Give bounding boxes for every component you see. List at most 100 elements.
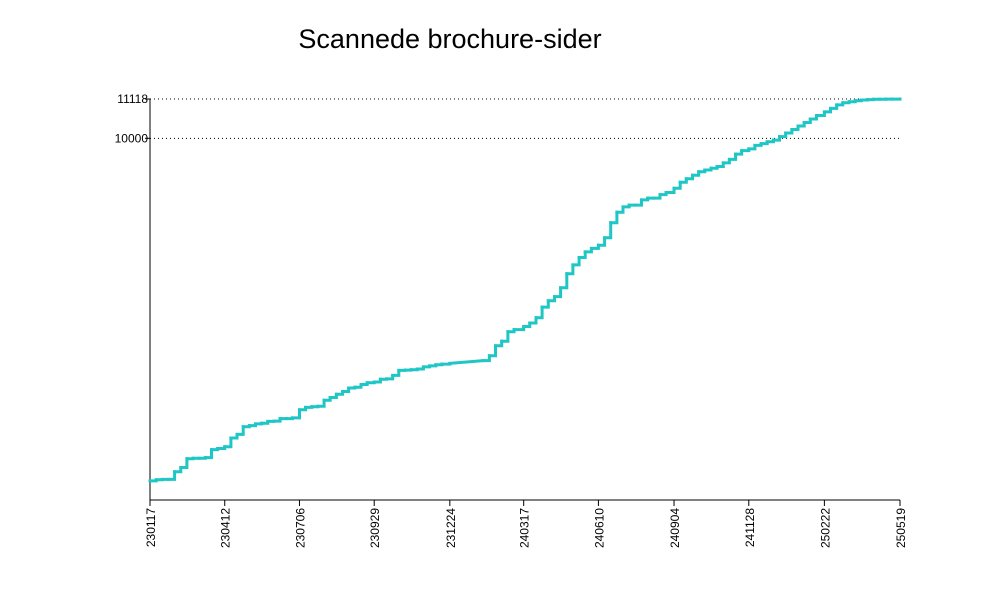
y-ticks: 11118 10000 <box>115 92 150 145</box>
data-point <box>347 386 351 390</box>
data-point <box>853 99 857 103</box>
data-point <box>359 383 363 386</box>
data-point <box>506 330 510 334</box>
data-point <box>440 362 444 366</box>
data-point <box>260 421 264 425</box>
x-tick-label: 240317 <box>518 508 532 548</box>
data-point <box>210 448 213 452</box>
data-point <box>494 344 497 348</box>
data-point <box>678 180 682 184</box>
data-point <box>310 405 314 409</box>
x-tick-label: 250519 <box>894 508 908 548</box>
x-tick-label: 241128 <box>743 508 757 547</box>
data-point <box>759 142 763 146</box>
data-point <box>421 365 425 369</box>
data-point <box>565 272 569 276</box>
data-point <box>173 470 177 474</box>
data-point <box>878 97 882 101</box>
data-point <box>703 168 707 172</box>
data-point <box>203 456 207 460</box>
data-point <box>829 106 832 110</box>
data-point <box>684 177 688 181</box>
data-point <box>672 186 676 190</box>
data-point <box>583 250 587 254</box>
data-point <box>753 143 757 147</box>
data-point <box>328 396 332 399</box>
data-point <box>822 110 826 114</box>
data-point <box>353 385 357 389</box>
data-point <box>603 236 607 240</box>
data-point <box>434 363 438 367</box>
data-point <box>298 408 301 412</box>
data-point <box>778 135 781 139</box>
data-point <box>784 131 788 135</box>
data-point <box>528 321 532 325</box>
data-point <box>272 419 276 423</box>
data-point <box>715 165 719 168</box>
x-tick-label: 240904 <box>668 508 682 548</box>
data-point <box>559 286 563 290</box>
data-point <box>185 457 189 461</box>
data-point <box>621 205 625 209</box>
data-point <box>646 196 650 200</box>
data-point <box>571 263 575 267</box>
data-point <box>241 425 245 429</box>
data-point <box>627 203 631 207</box>
data-point <box>229 436 233 440</box>
y-tick-label: 11118 <box>117 92 148 106</box>
data-point <box>322 398 326 402</box>
data-point <box>596 243 600 247</box>
x-tick-label: 231224 <box>444 508 458 548</box>
data-point <box>290 416 294 420</box>
data-point <box>415 367 419 371</box>
data-point <box>500 339 504 343</box>
y-tick-label: 10000 <box>115 131 149 145</box>
data-point <box>148 479 152 483</box>
series-layer <box>148 97 902 483</box>
data-point <box>727 157 731 161</box>
data-point <box>235 432 239 436</box>
data-point <box>372 380 376 384</box>
data-point <box>191 456 195 460</box>
data-point <box>304 405 308 409</box>
data-point <box>633 203 637 207</box>
data-point <box>522 325 526 328</box>
data-point <box>223 445 227 449</box>
data-point <box>403 368 407 372</box>
data-point <box>884 97 888 101</box>
data-point <box>546 299 550 303</box>
data-point <box>841 101 845 105</box>
data-point <box>847 100 851 104</box>
data-point <box>540 305 544 309</box>
data-point <box>266 419 270 423</box>
x-tick-label: 230412 <box>219 508 233 548</box>
data-point <box>179 466 183 469</box>
data-point <box>553 295 556 299</box>
data-point <box>747 147 751 151</box>
data-point <box>652 196 656 200</box>
data-point <box>160 477 164 481</box>
data-point <box>815 114 818 117</box>
data-point <box>835 103 839 107</box>
data-point <box>872 97 876 101</box>
x-ticks: 230117 230412 230706 230929 231224 240317 2406… <box>144 500 908 548</box>
data-point <box>341 390 345 393</box>
data-point <box>808 117 812 121</box>
data-point <box>664 191 668 194</box>
data-point <box>481 359 485 363</box>
data-point <box>709 166 713 170</box>
data-point <box>216 447 220 450</box>
data-point <box>278 417 282 421</box>
gridlines <box>150 98 900 139</box>
data-point <box>615 210 619 214</box>
data-point <box>589 246 593 250</box>
data-point <box>378 377 382 381</box>
data-point <box>534 316 538 320</box>
data-point <box>796 124 800 128</box>
data-point <box>859 98 863 102</box>
data-point <box>316 404 320 408</box>
data-point <box>247 424 251 428</box>
x-tick-label: 230117 <box>144 508 158 547</box>
